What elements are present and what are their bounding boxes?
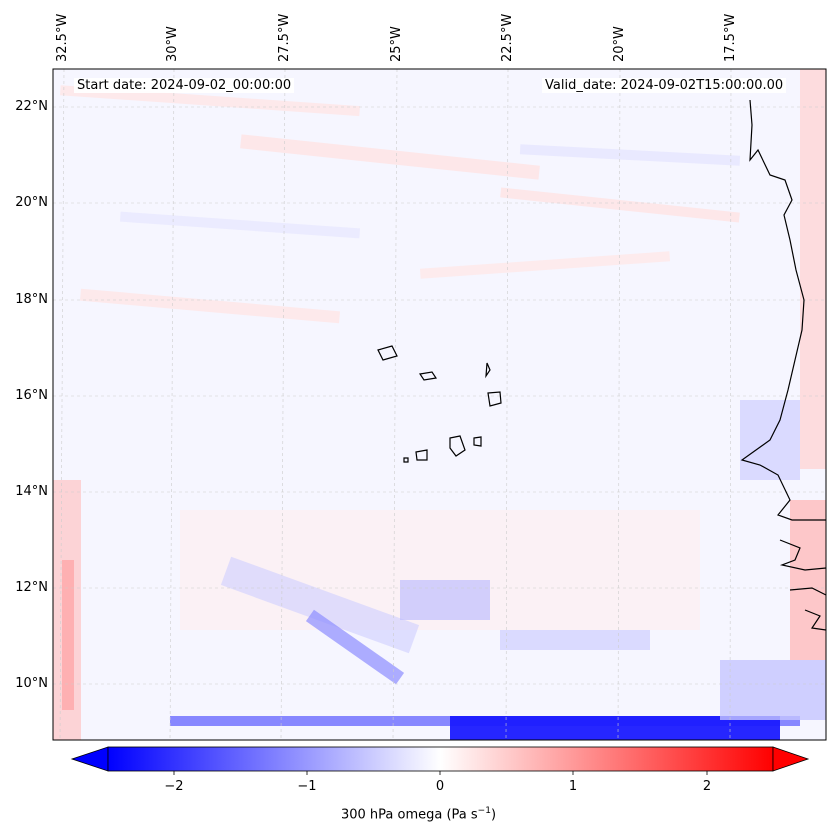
lon-label: 17.5°W [723, 13, 738, 62]
colorbar-label-exponent: −1 [477, 806, 491, 816]
lat-label: 18°N [15, 292, 48, 307]
omega-field [53, 69, 826, 740]
colorbar-label-text: 300 hPa omega (Pa s [340, 807, 478, 823]
lat-label: 22°N [15, 99, 48, 114]
colorbar-max-extend [772, 746, 810, 772]
lat-label: 14°N [15, 484, 48, 499]
lon-label: 30°W [165, 26, 180, 62]
colorbar-tick-label: 2 [702, 779, 712, 794]
lon-label: 32.5°W [55, 13, 70, 62]
map-frame [52, 68, 827, 741]
valid-date-label: Valid_date: 2024-09-02T15:00:00.00 [542, 78, 787, 93]
lat-label: 12°N [15, 580, 48, 595]
lon-label: 22.5°W [500, 13, 515, 62]
lon-label: 25°W [389, 26, 404, 62]
colorbar-min-extend [70, 746, 109, 772]
lat-label: 16°N [15, 388, 48, 403]
colorbar-label: 300 hPa omega (Pa s−1) [0, 806, 837, 822]
colorbar-tick-label: −1 [297, 779, 317, 794]
colorbar-tick-label: 0 [435, 779, 445, 794]
colorbar-label-close: ) [490, 807, 497, 823]
lon-label: 20°W [612, 26, 627, 62]
colorbar [70, 746, 810, 775]
colorbar-bar [107, 746, 774, 772]
lat-label: 10°N [15, 676, 48, 691]
colorbar-tick-label: 1 [568, 779, 578, 794]
lat-label: 20°N [15, 195, 48, 210]
graticule [53, 68, 826, 741]
start-date-label: Start date: 2024-09-02_00:00:00 [74, 78, 295, 93]
colorbar-tick-label: −2 [164, 779, 184, 794]
coastline [377, 99, 826, 631]
lon-label: 27.5°W [277, 13, 292, 62]
